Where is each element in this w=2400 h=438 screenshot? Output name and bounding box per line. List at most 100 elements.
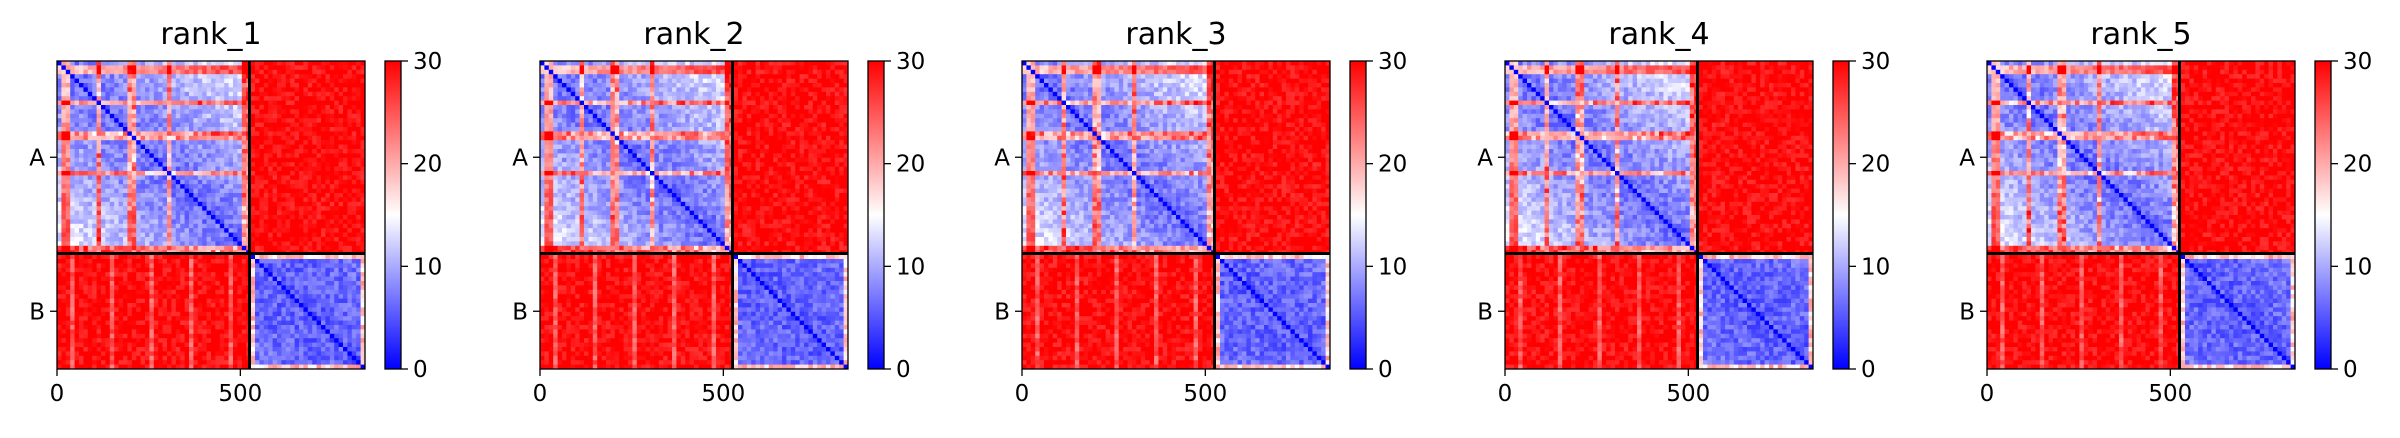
heatmap-cell [250, 113, 256, 119]
heatmap-cell [136, 61, 141, 66]
heatmap-cell [303, 157, 309, 163]
heatmap-cell [307, 197, 313, 203]
heatmap-cell [347, 100, 353, 106]
heatmap-cell [109, 78, 115, 84]
heatmap-cell [87, 127, 93, 132]
heatmap-cell [294, 135, 300, 141]
heatmap-cell [167, 298, 172, 304]
heatmap-cell [579, 61, 585, 66]
heatmap-cell [158, 140, 163, 145]
heatmap-cell [65, 245, 71, 251]
heatmap-cell [83, 69, 89, 75]
heatmap-cell [263, 311, 269, 317]
heatmap-cell [219, 78, 225, 84]
heatmap-cell [131, 329, 137, 335]
heatmap-cell [114, 140, 119, 145]
heatmap-cell [167, 197, 172, 203]
heatmap-cell [65, 149, 71, 154]
heatmap-cell [206, 78, 212, 84]
heatmap-cell [65, 61, 71, 66]
heatmap-cell [175, 325, 181, 330]
heatmap-cell [351, 276, 357, 282]
heatmap-cell [263, 135, 269, 141]
heatmap-cell [202, 131, 207, 137]
heatmap-cell [277, 188, 282, 194]
heatmap-cell [277, 219, 282, 225]
heatmap-cell [281, 206, 287, 211]
heatmap-cell [329, 166, 335, 172]
heatmap-cell [347, 294, 353, 299]
heatmap-cell [277, 197, 282, 203]
heatmap-cell [268, 74, 273, 79]
heatmap-cell [171, 281, 177, 286]
heatmap-cell [83, 140, 89, 145]
heatmap-cell [140, 320, 146, 326]
heatmap-cell [299, 149, 304, 154]
heatmap-cell [285, 201, 291, 207]
heatmap-cell [272, 179, 278, 185]
heatmap-cell [290, 276, 295, 282]
heatmap-cell [237, 171, 243, 176]
heatmap-cell [277, 223, 282, 229]
heatmap-cell [263, 96, 269, 101]
heatmap-cell [255, 175, 260, 181]
heatmap-cell [351, 118, 357, 123]
heatmap-cell [171, 307, 177, 313]
heatmap-cell [356, 100, 361, 106]
heatmap-cell [272, 118, 278, 123]
heatmap-cell [259, 298, 265, 304]
heatmap-cell [272, 140, 278, 145]
heatmap-cell [356, 78, 361, 84]
heatmap-cell [259, 228, 265, 233]
heatmap-cell [65, 320, 71, 326]
heatmap-cell [162, 276, 168, 282]
heatmap-cell [131, 184, 137, 189]
heatmap-cell [321, 289, 326, 295]
heatmap-cell [92, 175, 97, 181]
heatmap-cell [162, 342, 168, 348]
heatmap-cell [206, 193, 212, 198]
heatmap-cell [140, 303, 146, 308]
heatmap-cell [259, 201, 265, 207]
heatmap-cell [250, 325, 256, 330]
heatmap-cell [145, 267, 150, 273]
heatmap-cell [277, 179, 282, 185]
heatmap-cell [321, 303, 326, 308]
heatmap-cell [83, 254, 89, 260]
heatmap-cell [61, 74, 67, 79]
heatmap-cell [127, 78, 133, 84]
heatmap-cell [101, 329, 106, 335]
heatmap-cell [272, 311, 278, 317]
heatmap-cell [255, 285, 260, 291]
heatmap-cell [360, 166, 366, 172]
heatmap-cell [74, 219, 80, 225]
heatmap-cell [83, 298, 89, 304]
heatmap-cell [351, 316, 357, 321]
heatmap-cell [96, 74, 102, 79]
heatmap-cell [224, 355, 229, 361]
heatmap-cell [263, 140, 269, 145]
heatmap-cell [92, 285, 97, 291]
heatmap-cell [83, 329, 89, 335]
heatmap-cell [149, 245, 155, 251]
heatmap-cell [290, 175, 295, 181]
heatmap-cell [360, 338, 366, 343]
heatmap-cell [241, 144, 247, 150]
heatmap-cell [356, 316, 361, 321]
heatmap-cell [338, 267, 344, 273]
heatmap-cell [109, 118, 115, 123]
heatmap-cell [299, 105, 304, 110]
heatmap-cell [215, 83, 221, 88]
heatmap-cell [268, 241, 273, 247]
heatmap-cell [307, 96, 313, 101]
heatmap-cell [241, 347, 247, 352]
heatmap-cell [158, 223, 163, 229]
heatmap-cell [255, 329, 260, 335]
heatmap-cell [96, 91, 102, 97]
heatmap-cell [206, 197, 212, 203]
heatmap-cell [193, 219, 199, 225]
heatmap-cell [87, 210, 93, 216]
heatmap-cell [123, 316, 128, 321]
heatmap-cell [307, 61, 313, 66]
